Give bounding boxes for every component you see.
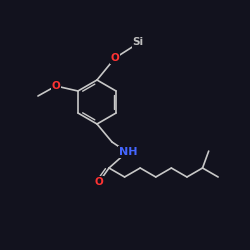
Text: O: O	[52, 81, 60, 91]
Text: O: O	[94, 177, 104, 187]
Text: Si: Si	[132, 37, 143, 47]
Text: NH: NH	[119, 147, 137, 157]
Text: O: O	[110, 53, 120, 63]
